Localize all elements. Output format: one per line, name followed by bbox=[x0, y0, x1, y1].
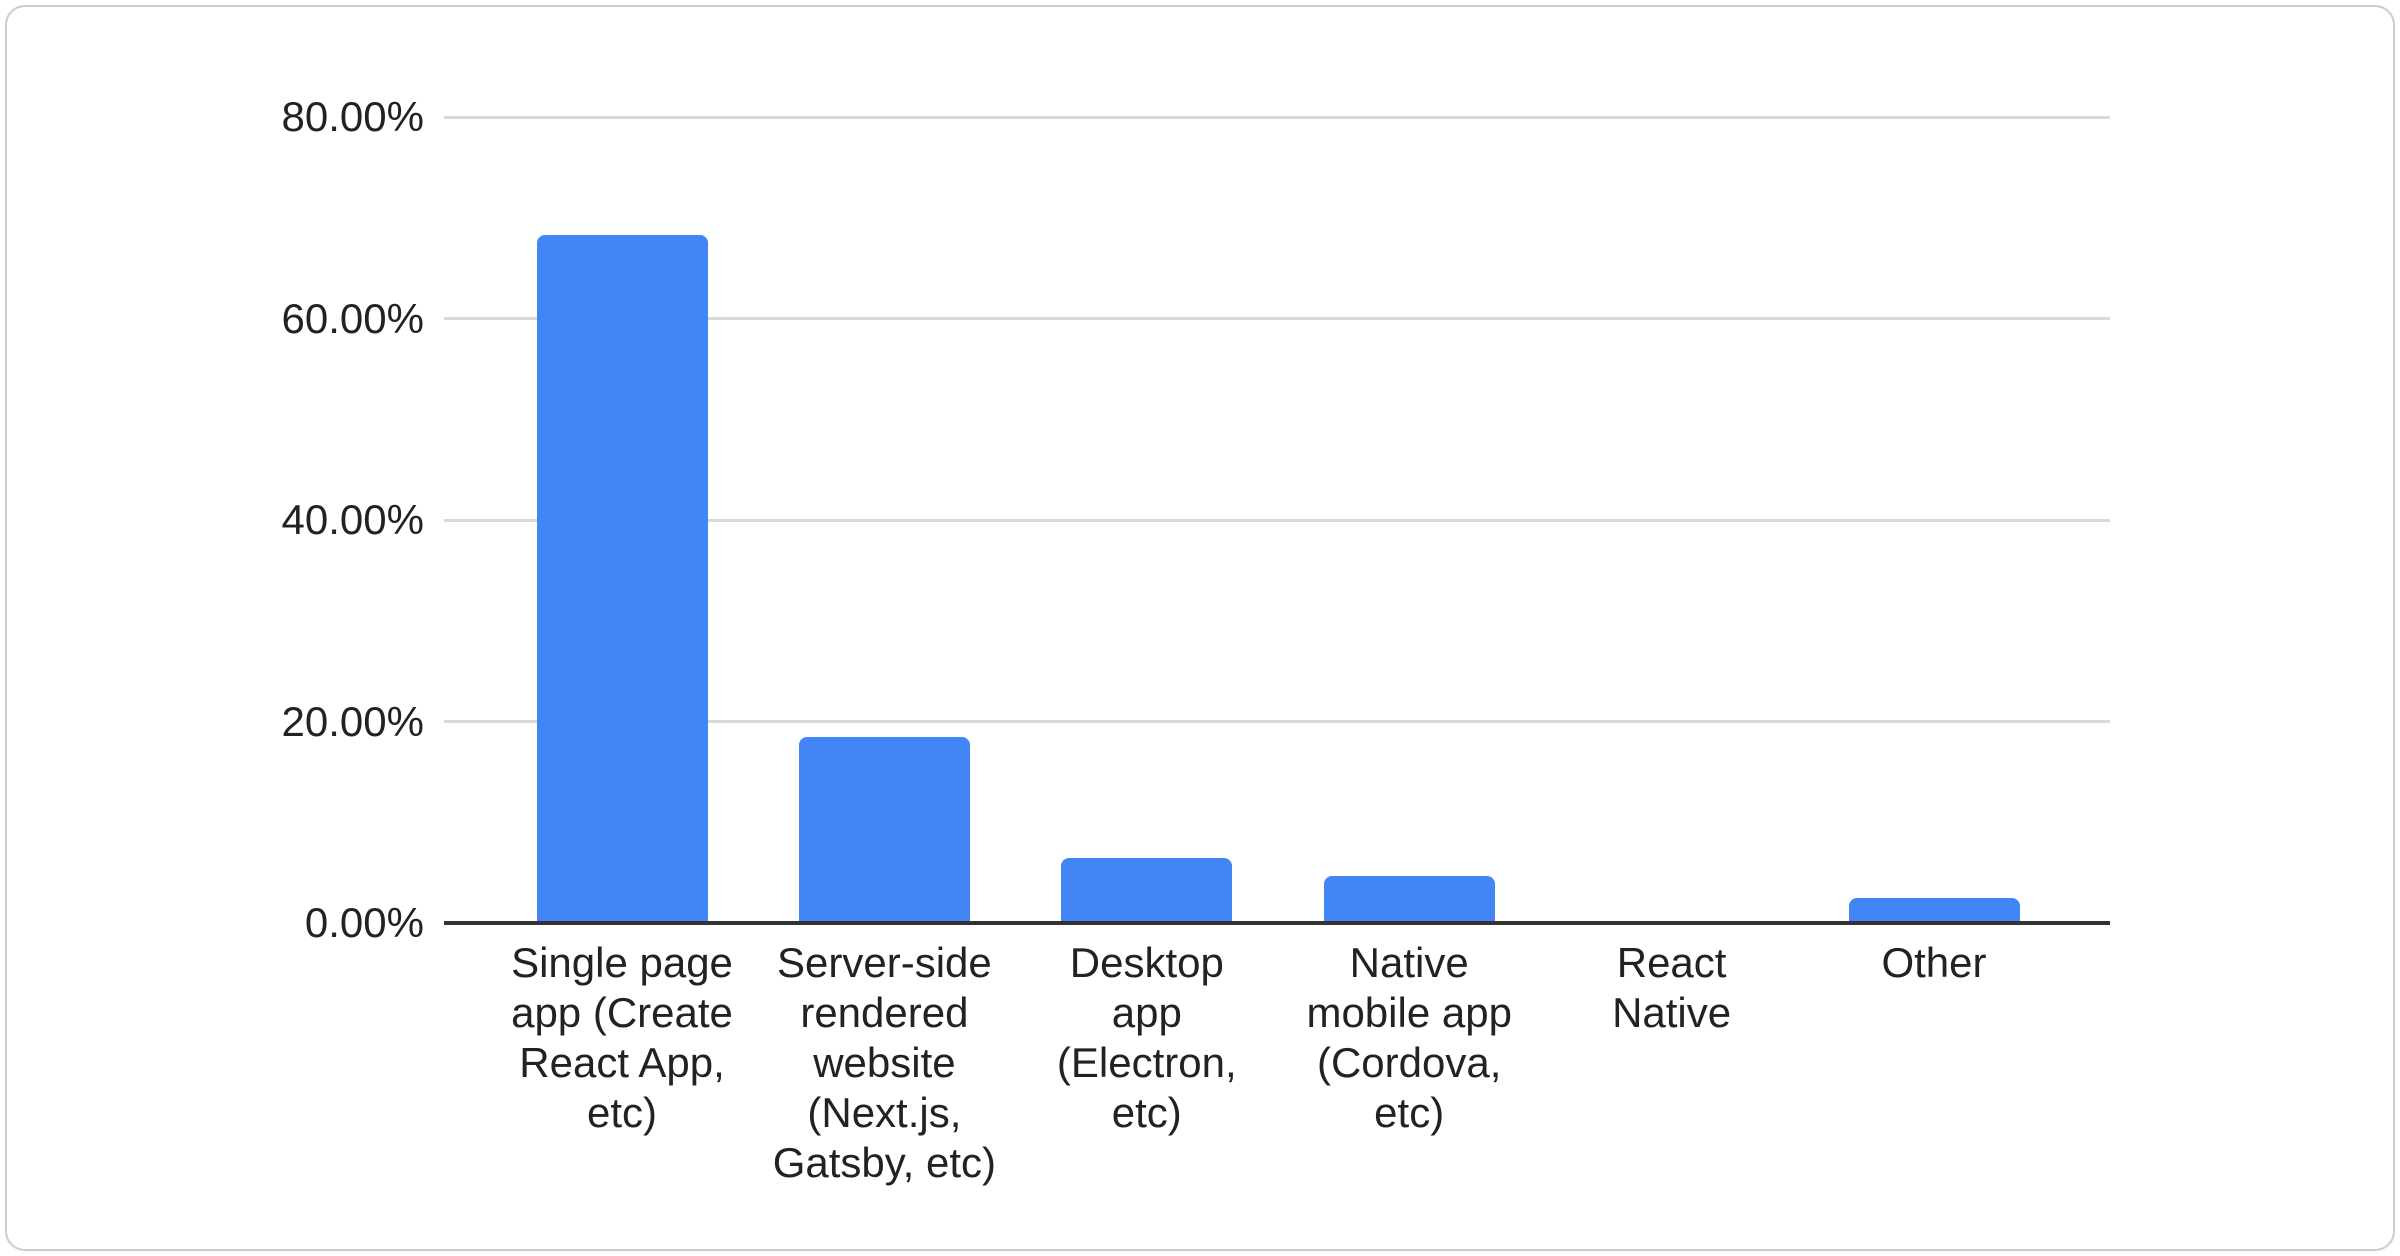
bar-single-page-app bbox=[536, 234, 708, 923]
bar-desktop-app-electron bbox=[1061, 857, 1233, 923]
x-label-native-mobile-app: Native mobile app (Cordova, etc) bbox=[1306, 939, 1512, 1136]
y-tick-label-60-00: 60.00% bbox=[281, 294, 424, 342]
y-tick-label-20-00: 20.00% bbox=[281, 697, 424, 745]
x-label-desktop-app-electron: Desktop app (Electron, etc) bbox=[1056, 939, 1237, 1136]
bar-native-mobile-app bbox=[1323, 875, 1495, 923]
x-label-server-side-rendered: Server-side rendered website (Next.js, G… bbox=[772, 939, 997, 1186]
y-tick-label-40-00: 40.00% bbox=[281, 496, 424, 543]
gridline-60-00 bbox=[444, 317, 2110, 320]
y-tick-label-80-00: 80.00% bbox=[281, 93, 424, 140]
gridline-20-00 bbox=[444, 720, 2110, 723]
bar-server-side-rendered bbox=[798, 736, 970, 923]
x-axis-line bbox=[444, 921, 2110, 925]
chart-card bbox=[5, 5, 2395, 1251]
gridline-80-00 bbox=[444, 115, 2110, 119]
x-label-other: Other bbox=[1881, 939, 1987, 986]
x-label-react-native: React Native bbox=[1612, 939, 1732, 1036]
bar-other bbox=[1848, 897, 2020, 923]
x-label-single-page-app: Single page app (Create React App, etc) bbox=[511, 939, 733, 1136]
gridline-40-00 bbox=[444, 518, 2110, 522]
y-tick-label-0-00: 0.00% bbox=[304, 899, 424, 946]
